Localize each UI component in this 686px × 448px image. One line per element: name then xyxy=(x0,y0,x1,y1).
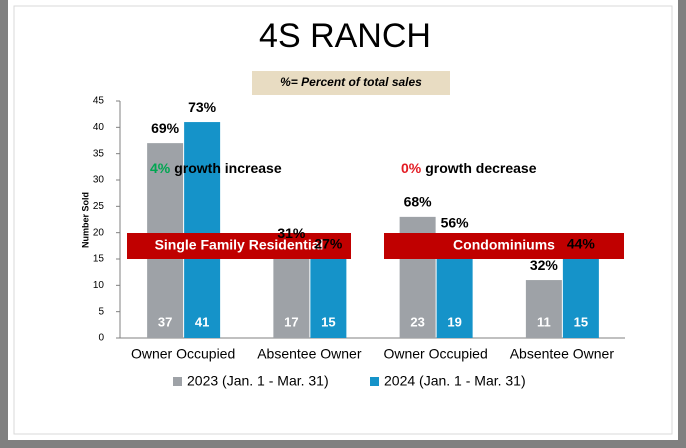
value-label: 37 xyxy=(158,314,172,329)
percent-label: 69% xyxy=(151,120,180,136)
legend-swatch xyxy=(370,377,379,386)
chart-title: 4S RANCH xyxy=(259,17,431,55)
y-tick-label: 40 xyxy=(93,122,105,133)
y-tick-label: 20 xyxy=(93,227,105,238)
value-label: 19 xyxy=(447,314,461,329)
value-label: 15 xyxy=(321,314,335,329)
percent-label: 68% xyxy=(404,194,433,210)
bar xyxy=(273,248,310,338)
percent-label: 56% xyxy=(441,215,470,231)
percent-label: 73% xyxy=(188,99,217,115)
group-banner xyxy=(127,233,351,259)
legend-label: 2023 (Jan. 1 - Mar. 31) xyxy=(187,373,329,389)
annotation-percent: 4% xyxy=(150,160,171,176)
y-tick-label: 0 xyxy=(98,333,104,344)
y-tick-label: 5 xyxy=(98,306,104,317)
chart-background xyxy=(8,0,678,440)
y-axis-label: Number Sold xyxy=(80,192,90,248)
percent-label: 27% xyxy=(314,236,343,252)
x-tick-label: Owner Occupied xyxy=(131,346,235,362)
subtitle: %= Percent of total sales xyxy=(280,75,422,89)
value-label: 41 xyxy=(195,314,209,329)
annotation-text: growth decrease xyxy=(425,160,536,176)
annotation-text: growth increase xyxy=(174,160,282,176)
legend-swatch xyxy=(173,377,182,386)
value-label: 17 xyxy=(284,314,298,329)
bar xyxy=(310,259,347,338)
group-label: Single Family Residential xyxy=(155,237,324,253)
y-tick-label: 15 xyxy=(93,254,105,265)
legend-label: 2024 (Jan. 1 - Mar. 31) xyxy=(384,373,526,389)
bar xyxy=(562,259,599,338)
x-tick-label: Owner Occupied xyxy=(383,346,487,362)
subtitle-box xyxy=(252,71,450,95)
group-label: Condominiums xyxy=(453,237,555,253)
y-tick-label: 25 xyxy=(93,201,105,212)
bar xyxy=(184,122,221,338)
value-label: 11 xyxy=(537,314,551,329)
percent-label: 32% xyxy=(530,257,559,273)
y-tick-label: 10 xyxy=(93,280,105,291)
y-tick-label: 35 xyxy=(93,148,105,159)
annotation: 0% growth decrease xyxy=(401,160,537,176)
annotation-percent: 0% xyxy=(401,160,422,176)
value-label: 15 xyxy=(574,314,588,329)
y-tick-label: 30 xyxy=(93,175,105,186)
group-banner xyxy=(384,233,624,259)
chart-frame xyxy=(13,5,673,435)
bar xyxy=(525,280,562,338)
x-tick-label: Absentee Owner xyxy=(510,346,615,362)
y-tick-label: 45 xyxy=(93,96,105,107)
annotation: 4% growth increase xyxy=(150,160,282,176)
x-tick-label: Absentee Owner xyxy=(257,346,362,362)
percent-label: 44% xyxy=(567,236,596,252)
value-label: 23 xyxy=(410,314,424,329)
percent-label: 31% xyxy=(277,225,306,241)
